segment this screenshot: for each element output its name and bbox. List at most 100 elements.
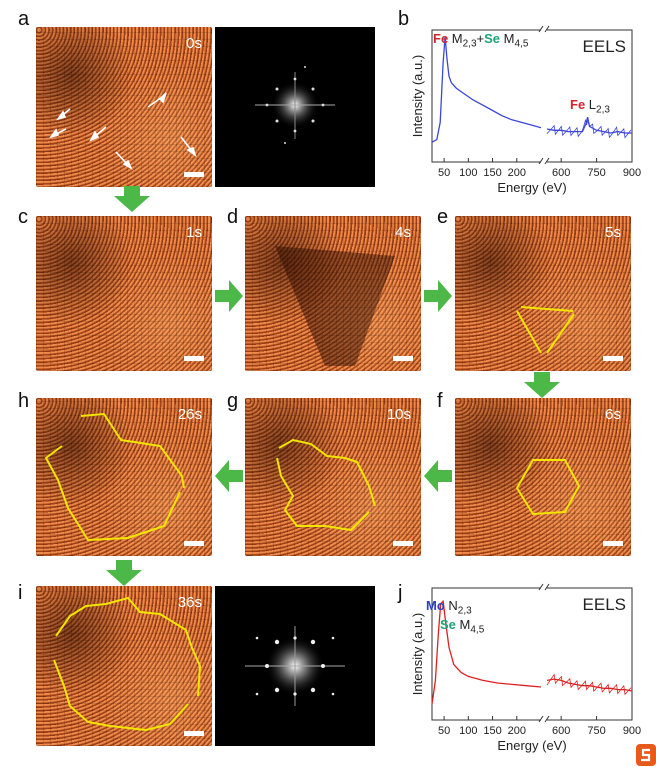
micrograph-d: 4s (245, 216, 421, 371)
arrow-down-icon (114, 186, 150, 212)
time-label-g: 10s (386, 406, 411, 423)
time-label-i: 36s (177, 594, 202, 611)
x-axis-title: Energy (eV) (497, 180, 566, 195)
y-axis-title: Intensity (a.u.) (410, 55, 425, 137)
axis-break-top (541, 585, 547, 592)
arrow-left-icon (424, 460, 452, 492)
annotation-se-m45: Se M4,5 (440, 617, 484, 636)
x-tick-label: 150 (483, 167, 501, 179)
annotation-part: M (455, 617, 471, 632)
series-line-low (431, 36, 542, 143)
annotation-part: Mo (426, 598, 445, 613)
annotation-part: 2,3 (596, 104, 610, 116)
hexagon-outline-h (44, 412, 185, 542)
eels-chart-b: 50 100 150 200 600 750 900 Energy (eV) Intensity… (410, 25, 641, 195)
x-tick-label: 600 (552, 725, 570, 737)
annotation-part: 4,5 (514, 38, 529, 50)
micrograph-e: 5s (455, 216, 631, 371)
axis-break-mark (544, 157, 550, 165)
micrograph-g: 10s (245, 398, 421, 556)
x-tick-label: 750 (587, 725, 605, 737)
annotation-part: Fe (433, 31, 449, 46)
island-outline-i (53, 596, 202, 732)
time-label-f: 6s (605, 406, 621, 423)
arrow-down-icon (106, 560, 142, 586)
time-label-c: 1s (186, 224, 202, 241)
hexagon-outline-g (276, 438, 376, 532)
axis-break-mark (544, 583, 550, 591)
hexagon-outline-f (515, 459, 581, 516)
axis-break-bottom (541, 159, 547, 166)
fft-image-i (215, 586, 375, 746)
chart-title: EELS (583, 595, 626, 614)
plot-frame (431, 29, 633, 163)
panel-letter-f: f (437, 390, 443, 412)
chart-title: EELS (583, 37, 626, 56)
annotation-part: 2,3 (457, 605, 472, 617)
plot-frame (431, 587, 633, 721)
x-tick-label: 200 (508, 725, 526, 737)
y-axis-title: Intensity (a.u.) (410, 613, 425, 695)
time-label-h: 26s (177, 406, 202, 423)
time-label-a: 0s (186, 35, 202, 52)
panel-letter-b: b (398, 8, 410, 30)
x-tick-label: 200 (508, 167, 526, 179)
micrograph-h: 26s (36, 398, 212, 556)
panel-letter-i: i (18, 582, 23, 604)
x-tick-label: 50 (438, 167, 450, 179)
x-tick-label: 50 (438, 725, 450, 737)
annotation-part: + (476, 31, 485, 46)
micrograph-i: 36s (36, 586, 212, 746)
arrow-right-icon (424, 280, 452, 312)
arrow-right-icon (215, 280, 243, 312)
logo-icon (636, 744, 656, 766)
annotation-part: Se (484, 31, 501, 46)
panel-letter-d: d (227, 206, 239, 228)
panel-letter-e: e (437, 206, 449, 228)
scale-bar-f (603, 541, 623, 546)
scale-bar-i (184, 731, 204, 736)
fft-image-a (215, 27, 375, 187)
annotation-mo-n23: Mo N2,3 (426, 598, 472, 617)
panel-letter-a: a (18, 8, 30, 30)
annotation-fe-l23: Fe L2,3 (570, 97, 610, 116)
time-label-e: 5s (605, 224, 621, 241)
x-axis-title: Energy (eV) (497, 738, 566, 753)
panel-letter-j: j (398, 582, 403, 604)
annotation-part: M (448, 31, 463, 46)
defect-arrows (49, 92, 197, 170)
x-tick-label: 150 (483, 725, 501, 737)
triangle-outline (516, 306, 575, 354)
micrograph-c: 1s (36, 216, 212, 371)
eels-chart-j: 50 100 150 200 600 750 900 Energy (eV) Intensity… (410, 583, 641, 753)
scale-bar-e (603, 356, 623, 361)
axis-break-mark (538, 157, 544, 165)
axis-break-mark (544, 715, 550, 723)
axis-break-bottom (541, 717, 547, 724)
micrograph-f: 6s (455, 398, 631, 556)
arrow-down-icon (524, 372, 560, 398)
series-line-high (546, 116, 632, 134)
scale-bar-g (393, 541, 413, 546)
annotation-part: M (500, 31, 515, 46)
x-tick-label: 100 (459, 167, 477, 179)
axis-break-mark (544, 25, 550, 33)
series-line-high (546, 678, 633, 692)
axis-break-mark (538, 583, 544, 591)
annotation-fe-m23-se-m45: Fe M2,3+Se M4,5 (433, 31, 528, 50)
dark-region-overlay (275, 246, 395, 366)
panel-letter-h: h (18, 390, 30, 412)
axis-break-top (541, 27, 547, 34)
axis-break-mark (538, 715, 544, 723)
x-tick-label: 900 (623, 167, 641, 179)
x-tick-label: 750 (587, 167, 605, 179)
panel-letter-g: g (227, 390, 239, 412)
scale-bar-c (184, 356, 204, 361)
panel-letter-c: c (18, 206, 28, 228)
annotation-part: 2,3 (462, 38, 477, 50)
annotation-part: 4,5 (470, 624, 485, 636)
annotation-part: Se (440, 617, 456, 632)
arrow-left-icon (215, 460, 243, 492)
time-label-d: 4s (395, 224, 411, 241)
annotation-part: L (585, 97, 597, 112)
